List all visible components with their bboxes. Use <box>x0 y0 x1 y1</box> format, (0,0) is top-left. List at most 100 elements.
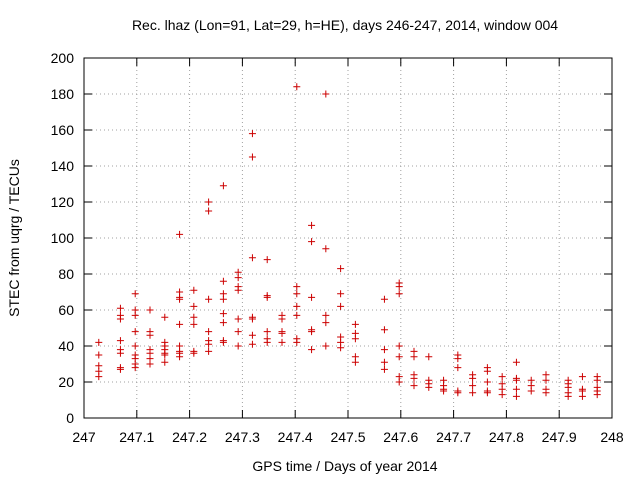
data-point <box>454 389 462 397</box>
data-point <box>469 382 477 390</box>
data-point <box>454 364 462 372</box>
data-point <box>95 373 103 381</box>
data-point <box>293 338 301 346</box>
data-point <box>351 358 359 366</box>
data-point <box>219 338 227 346</box>
data-point <box>116 315 124 323</box>
x-tick-label: 247.3 <box>225 429 260 445</box>
data-point <box>578 392 586 400</box>
grid-layer <box>84 58 612 418</box>
data-point <box>308 328 316 336</box>
data-point <box>498 373 506 381</box>
data-point <box>190 286 198 294</box>
data-point <box>234 315 242 323</box>
data-point <box>278 329 286 337</box>
x-tick-label: 247.2 <box>172 429 207 445</box>
data-point <box>190 302 198 310</box>
data-point <box>395 342 403 350</box>
data-point <box>425 353 433 361</box>
data-point <box>410 382 418 390</box>
data-point <box>440 387 448 395</box>
data-point <box>410 374 418 382</box>
data-point <box>95 351 103 359</box>
data-point <box>337 344 345 352</box>
data-point <box>205 207 213 215</box>
data-point <box>322 311 330 319</box>
data-point <box>293 283 301 291</box>
data-point <box>234 286 242 294</box>
data-point <box>219 277 227 285</box>
data-point <box>248 130 256 138</box>
data-point <box>483 378 491 386</box>
data-point <box>454 355 462 363</box>
y-tick-label: 80 <box>58 266 74 282</box>
data-point <box>248 153 256 161</box>
data-point <box>248 315 256 323</box>
data-point <box>593 391 601 399</box>
data-point <box>146 331 154 339</box>
data-point <box>380 365 388 373</box>
data-point <box>351 335 359 343</box>
data-point <box>395 353 403 361</box>
y-tick-label: 140 <box>51 158 75 174</box>
data-point <box>512 376 520 384</box>
data-point <box>205 340 213 348</box>
data-point <box>219 319 227 327</box>
data-point <box>190 349 198 357</box>
data-point <box>512 392 520 400</box>
data-point <box>380 295 388 303</box>
data-point <box>131 311 139 319</box>
data-point <box>116 304 124 312</box>
data-point <box>161 351 169 359</box>
x-tick-label: 247.9 <box>542 429 577 445</box>
data-point <box>234 328 242 336</box>
data-point <box>219 182 227 190</box>
x-tick-label: 247.1 <box>119 429 154 445</box>
data-point <box>161 313 169 321</box>
data-point <box>512 385 520 393</box>
data-point <box>469 389 477 397</box>
data-point <box>131 328 139 336</box>
data-point <box>116 349 124 357</box>
x-tick-label: 247.6 <box>383 429 418 445</box>
data-point <box>322 342 330 350</box>
data-point <box>293 290 301 298</box>
y-tick-label: 40 <box>58 338 74 354</box>
data-point <box>278 338 286 346</box>
data-point <box>395 378 403 386</box>
data-point <box>395 290 403 298</box>
data-point <box>337 290 345 298</box>
data-point <box>190 320 198 328</box>
data-point <box>322 90 330 98</box>
x-tick-label: 248 <box>600 429 624 445</box>
data-point <box>131 364 139 372</box>
data-point <box>593 376 601 384</box>
y-tick-label: 60 <box>58 302 74 318</box>
y-tick-label: 20 <box>58 374 74 390</box>
data-point <box>308 293 316 301</box>
data-point <box>564 392 572 400</box>
data-point <box>176 353 184 361</box>
data-point <box>337 302 345 310</box>
data-point <box>322 245 330 253</box>
y-tick-label: 160 <box>51 122 75 138</box>
data-point <box>483 367 491 375</box>
data-point <box>425 383 433 391</box>
data-point <box>205 295 213 303</box>
data-point <box>293 302 301 310</box>
x-tick-label: 247 <box>72 429 96 445</box>
data-point <box>308 221 316 229</box>
data-point <box>263 328 271 336</box>
data-point <box>263 338 271 346</box>
data-point <box>542 389 550 397</box>
data-point <box>469 374 477 382</box>
data-point <box>234 274 242 282</box>
y-axis-label: STEC from uqrg / TECUs <box>6 159 22 317</box>
data-point <box>248 340 256 348</box>
data-point <box>248 331 256 339</box>
data-point <box>95 338 103 346</box>
data-point <box>219 310 227 318</box>
x-tick-label: 247.7 <box>436 429 471 445</box>
